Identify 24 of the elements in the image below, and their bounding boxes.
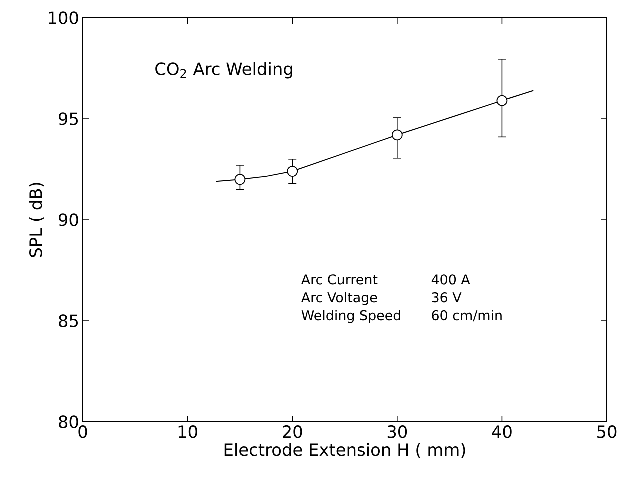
point xyxy=(496,95,508,106)
x-tick-label: 50 xyxy=(598,426,617,438)
point xyxy=(234,174,246,186)
y-tick-label: 95 xyxy=(58,112,78,126)
y-tick-label: 100 xyxy=(49,12,78,24)
x-axis-title: Electrode Extension H ( mm) xyxy=(224,443,466,458)
y-tick-label: 85 xyxy=(59,314,78,328)
annotation: 60 cm/min xyxy=(432,310,502,322)
annotation: Arc Current xyxy=(301,274,378,285)
x-tick-label: 40 xyxy=(492,426,512,438)
annotation: Arc Voltage xyxy=(301,292,378,306)
annotation: Welding Speed xyxy=(302,310,400,324)
y-axis-title: SPL ( dB) xyxy=(29,183,44,258)
x-tick-label: 0 xyxy=(78,426,88,438)
x-tick-label: 20 xyxy=(283,426,302,438)
point xyxy=(287,166,298,177)
point xyxy=(392,130,403,141)
y-tick-label: 90 xyxy=(58,214,78,226)
x-tick-label: 10 xyxy=(178,426,198,438)
annotation: 400 A xyxy=(432,274,470,285)
annotation: 36 V xyxy=(432,292,462,303)
text: CO$_{2}$ Arc Welding xyxy=(156,62,292,79)
x-tick-label: 30 xyxy=(388,426,408,438)
y-tick-label: 80 xyxy=(59,416,78,428)
